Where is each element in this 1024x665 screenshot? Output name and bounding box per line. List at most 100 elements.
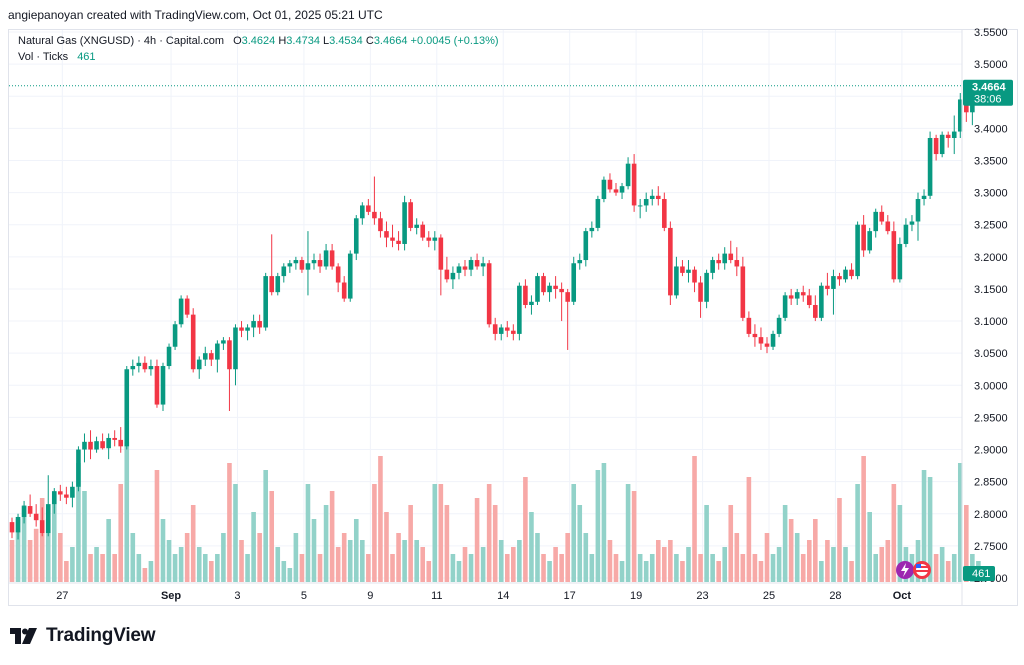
candle-body [474, 260, 480, 267]
candle-body [305, 263, 311, 270]
volume-bar [196, 547, 202, 582]
volume-bar [728, 505, 734, 582]
volume-bar [855, 484, 860, 582]
volume-bar [178, 547, 184, 582]
volume-bar [209, 561, 214, 582]
candle-body [891, 231, 897, 280]
volume-bar [849, 561, 854, 582]
candle-body [27, 506, 33, 514]
volume-bar [770, 554, 776, 582]
us-flag-icon[interactable] [913, 561, 931, 579]
y-tick-label: 3.2000 [974, 252, 1008, 264]
legend-change: +0.0045 (+0.13%) [410, 35, 499, 47]
volume-bar [813, 519, 818, 582]
candle-body [196, 359, 202, 370]
volume-bar [9, 540, 15, 582]
volume-bar [468, 554, 474, 582]
volume-bar [317, 554, 323, 582]
candle-body [124, 369, 130, 447]
legend-close-label: C [365, 35, 374, 47]
candle-body [873, 211, 879, 232]
volume-badge: 461 [963, 566, 995, 581]
y-tick-label: 3.5000 [974, 59, 1008, 71]
candle-body [480, 263, 486, 267]
volume-bar [257, 533, 262, 582]
volume-bar [589, 554, 595, 582]
candle-body [957, 99, 963, 132]
volume-bar [160, 519, 166, 582]
candle-body [51, 491, 57, 505]
volume-bar [837, 498, 842, 582]
candle-body [523, 285, 528, 305]
volume-bar [27, 540, 33, 582]
candle-body [939, 134, 945, 155]
candle-body [680, 266, 685, 273]
legend-symbol[interactable]: Natural Gas (XNGUSD) · 4h · Capital.com [18, 35, 224, 47]
candle-body [160, 366, 166, 405]
y-tick-label: 3.2500 [974, 220, 1008, 232]
time-axis[interactable]: 27 Sep 3 5 9 11 14 17 19 23 25 28 Oct [9, 582, 962, 602]
volume-bar [758, 561, 764, 582]
candle-body [384, 231, 389, 238]
volume-bar [305, 484, 311, 582]
candle-body [39, 520, 45, 534]
volume-bar [788, 519, 794, 582]
volume-bar [76, 463, 81, 582]
volume-bar [486, 484, 492, 582]
candle-body [317, 260, 323, 267]
candle-body [293, 260, 299, 264]
volume-bar [782, 505, 788, 582]
candle-body [112, 437, 117, 440]
candle-body [637, 205, 643, 207]
candle-body [281, 266, 287, 277]
candle-body [462, 266, 468, 270]
x-tick-label: 17 [564, 590, 576, 602]
candle-body [867, 231, 872, 251]
volume-bar [456, 561, 462, 582]
x-tick-label: 19 [630, 590, 642, 602]
candle-body [909, 221, 915, 225]
y-tick-label: 3.3000 [974, 188, 1008, 200]
candle-body [275, 276, 281, 293]
x-tick-label: Sep [161, 590, 181, 602]
x-tick-label: 3 [234, 590, 240, 602]
volume-bar [154, 470, 160, 582]
volume-bar [124, 442, 130, 582]
volume-bar [915, 540, 921, 582]
candle-body [209, 353, 214, 360]
y-tick-label: 2.8000 [974, 509, 1008, 521]
candle-body [710, 260, 715, 273]
volume-bar [474, 498, 480, 582]
volume-bar [867, 512, 872, 582]
dividends-icon[interactable] [896, 561, 914, 579]
legend-volume-label[interactable]: Vol · Ticks [18, 51, 69, 63]
candle-body [251, 321, 256, 328]
candle-body [64, 494, 69, 498]
volume-bar [873, 554, 879, 582]
candle-body [106, 437, 111, 449]
candle-body [529, 301, 534, 305]
candle-body [233, 327, 238, 370]
candle-body [299, 260, 305, 270]
tradingview-logo[interactable]: TradingView [10, 625, 156, 647]
legend-high-value: 3.4734 [286, 35, 320, 47]
candle-body [420, 224, 426, 238]
volume-bar [444, 505, 450, 582]
x-tick-label: 14 [497, 590, 509, 602]
volume-bar [82, 491, 87, 582]
volume-bar [613, 554, 619, 582]
candle-body [329, 250, 335, 267]
volume-bar [347, 540, 353, 582]
volume-bar [432, 484, 438, 582]
price-axis[interactable]: 3.55003.50003.45003.40003.35003.30003.25… [961, 27, 1008, 605]
volume-bar [239, 540, 244, 582]
volume-bar [353, 519, 359, 582]
candle-body [933, 137, 939, 155]
volume-bar [360, 540, 365, 582]
candle-body [372, 211, 377, 219]
candle-body [686, 269, 691, 273]
volume-bar [885, 540, 891, 582]
y-tick-label: 3.1500 [974, 284, 1008, 296]
candle-body [21, 506, 27, 517]
